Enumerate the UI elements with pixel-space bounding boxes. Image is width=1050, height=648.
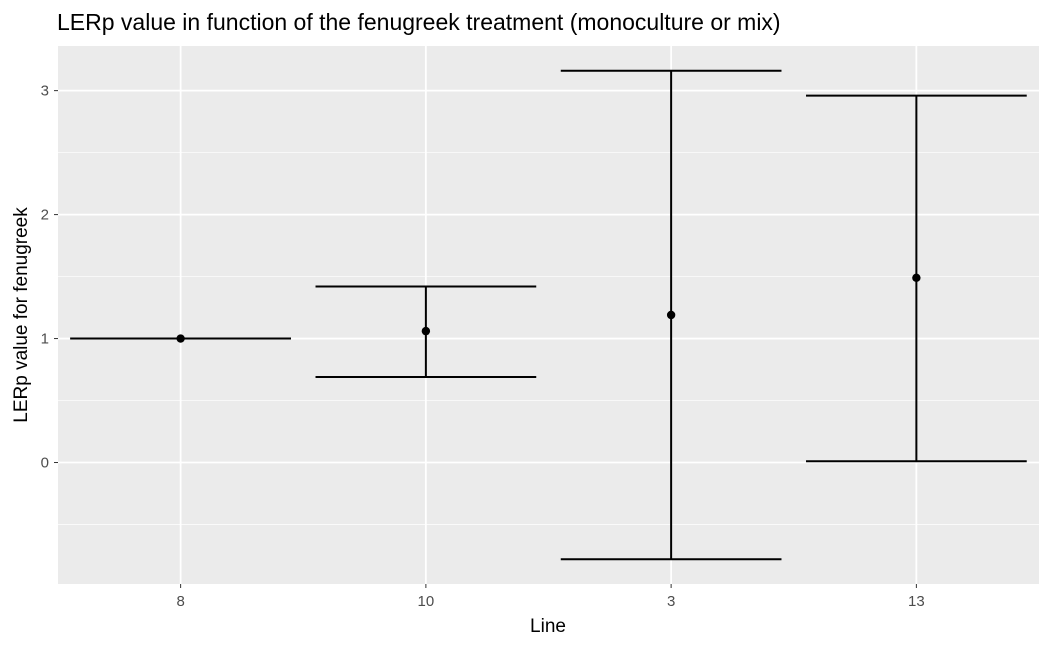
x-tick-label: 3: [667, 593, 675, 610]
y-tick-label: 0: [41, 455, 49, 472]
data-point: [421, 326, 431, 336]
grid-minor: [58, 152, 1039, 525]
x-tick-label: 13: [908, 593, 925, 610]
y-tick-label: 2: [41, 207, 49, 224]
y-tick-label: 1: [41, 331, 49, 348]
y-axis-ticks: 0 1 2 3: [41, 83, 58, 472]
y-axis-title: LERp value for fenugreek: [11, 207, 32, 423]
chart-title: LERp value in function of the fenugreek …: [57, 9, 781, 35]
y-tick-label: 3: [41, 83, 49, 100]
data-point: [912, 273, 921, 283]
x-axis-ticks: 8 10 3 13: [176, 584, 925, 610]
x-tick-label: 8: [176, 593, 184, 610]
plot-panel: [58, 46, 1039, 584]
data-point: [176, 334, 185, 343]
x-tick-label: 10: [418, 593, 435, 610]
data-points: [176, 273, 921, 343]
data-point: [666, 310, 676, 320]
x-axis-title: Line: [530, 616, 566, 637]
